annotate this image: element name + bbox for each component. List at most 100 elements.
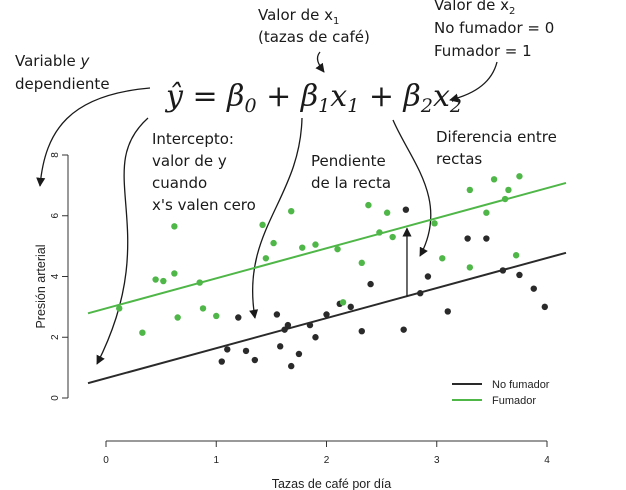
slope-label-line1: Pendiente: [311, 152, 386, 170]
data-point-fumador: [171, 223, 178, 230]
x-tick-label: 3: [434, 455, 440, 466]
data-point-no-fumador: [402, 206, 410, 213]
data-point-fumador: [299, 244, 306, 251]
slope-label-line2: de la recta: [311, 174, 391, 192]
arrow-to-difference: [392, 119, 432, 257]
data-point-no-fumador: [444, 308, 451, 315]
data-point-no-fumador: [281, 326, 288, 333]
data-point-no-fumador: [284, 321, 292, 329]
x2-label-line3: Fumador = 1: [434, 42, 532, 60]
data-point-fumador: [512, 252, 520, 259]
y-tick-label: 4: [50, 273, 61, 279]
data-point-fumador: [288, 207, 295, 215]
arrow-to-slope: [249, 117, 303, 319]
x-tick-label: 2: [324, 455, 330, 466]
data-point-no-fumador: [541, 303, 548, 311]
data-point-fumador: [196, 279, 203, 286]
data-point-fumador: [262, 255, 270, 262]
data-point-no-fumador: [276, 343, 284, 350]
x-tick-label: 4: [544, 455, 550, 466]
x-axis-label: Tazas de café por día: [272, 477, 392, 490]
x1-label-line1: Valor de x1: [258, 6, 339, 27]
data-point-no-fumador: [483, 235, 490, 242]
data-point-fumador: [139, 329, 146, 336]
data-point-no-fumador: [251, 356, 259, 364]
data-point-fumador: [376, 229, 383, 236]
data-point-fumador: [501, 195, 509, 203]
scatter-plot: 0 2 4 6 8 0 1 2 3 4 Presión arterial Tazas de caf…: [34, 152, 567, 490]
data-point-fumador: [439, 255, 446, 262]
x2-label-line2: No fumador = 0: [434, 19, 554, 37]
intercept-label-line1: Intercepto:: [152, 130, 234, 148]
data-point-no-fumador: [306, 321, 314, 329]
data-point-fumador: [358, 259, 365, 267]
diff-label-line1: Diferencia entre: [436, 128, 557, 146]
data-point-no-fumador: [288, 362, 295, 370]
data-point-fumador: [466, 186, 474, 194]
data-point-fumador: [466, 264, 474, 271]
data-point-no-fumador: [273, 311, 281, 318]
data-point-fumador: [505, 186, 512, 194]
data-point-no-fumador: [235, 314, 242, 321]
data-point-no-fumador: [516, 271, 523, 279]
data-point-fumador: [516, 173, 523, 180]
data-point-fumador: [389, 233, 396, 241]
regression-lines: [87, 181, 567, 385]
data-point-no-fumador: [424, 273, 432, 280]
data-point-fumador: [483, 209, 490, 216]
y-axis-label: Presión arterial: [34, 244, 48, 328]
x1-label-line2: (tazas de café): [258, 28, 370, 46]
data-point-no-fumador: [400, 326, 407, 333]
legend-label-fumador: Fumador: [492, 395, 536, 407]
intercept-label-line2: valor de y: [152, 152, 227, 170]
arrow-to-x2: [449, 61, 498, 103]
data-point-no-fumador: [218, 358, 225, 365]
regression-line-no-fumador: [87, 251, 567, 385]
data-point-fumador: [365, 201, 372, 209]
data-point-no-fumador: [358, 327, 365, 335]
data-point-no-fumador: [295, 350, 303, 358]
data-point-fumador: [270, 239, 277, 247]
data-point-fumador: [152, 276, 159, 283]
data-point-no-fumador: [367, 280, 374, 288]
diff-label-line2: rectas: [436, 150, 482, 168]
data-point-no-fumador: [323, 311, 330, 318]
intercept-label-line3: cuando: [152, 174, 207, 192]
data-point-fumador: [490, 176, 498, 183]
variable-y-label-line2: dependiente: [15, 75, 110, 93]
y-tick-label: 8: [50, 152, 61, 158]
data-point-fumador: [213, 312, 220, 320]
data-point-fumador: [431, 220, 438, 227]
y-tick-label: 2: [50, 334, 61, 340]
regression-equation: ŷ = β0 + β1x1 + β2x2: [164, 79, 462, 117]
data-point-fumador: [199, 305, 207, 312]
data-point-no-fumador: [417, 290, 424, 297]
data-point-fumador: [171, 270, 178, 277]
data-point-no-fumador: [499, 267, 507, 274]
data-point-no-fumador: [464, 235, 471, 242]
data-point-no-fumador: [242, 347, 250, 355]
regression-line-fumador: [87, 181, 567, 315]
legend-label-no-fumador: No fumador: [492, 379, 550, 391]
data-point-fumador: [339, 299, 347, 306]
arrow-to-intercept: [96, 117, 149, 365]
legend: No fumador Fumador: [452, 379, 550, 407]
data-point-fumador: [312, 241, 319, 248]
y-tick-label: 6: [50, 213, 61, 219]
data-point-no-fumador: [347, 303, 354, 311]
data-point-no-fumador: [224, 346, 231, 353]
data-point-fumador: [174, 314, 181, 321]
variable-y-label-line1: Variable y: [15, 52, 91, 70]
data-point-fumador: [383, 209, 391, 216]
data-point-fumador: [116, 305, 123, 312]
data-point-fumador: [160, 277, 167, 285]
arrow-to-y-axis: [36, 87, 151, 187]
x-tick-label: 1: [213, 455, 219, 466]
x2-label-line1: Valor de x2: [434, 0, 515, 17]
data-point-fumador: [334, 245, 341, 253]
axes: 0 2 4 6 8 0 1 2 3 4: [50, 152, 550, 466]
data-point-no-fumador: [530, 285, 537, 292]
data-point-fumador: [259, 221, 266, 229]
arrow-to-x1: [315, 51, 325, 73]
